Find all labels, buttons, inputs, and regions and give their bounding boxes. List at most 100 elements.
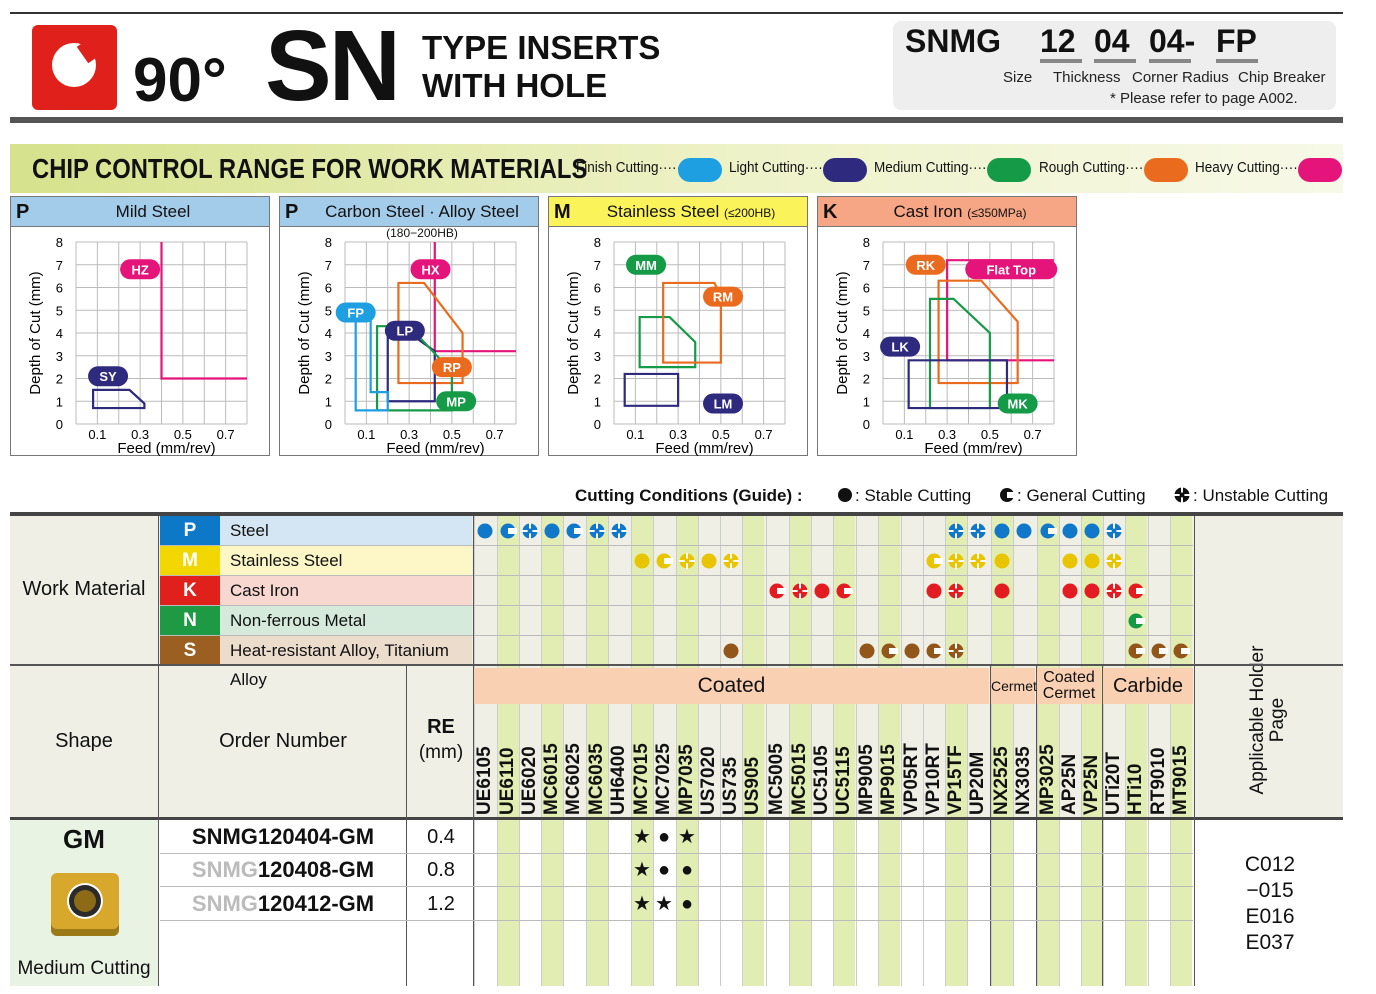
row-rule bbox=[160, 853, 1193, 854]
grade-vp15tf[interactable]: VP15TF bbox=[945, 745, 967, 815]
group-rule bbox=[990, 666, 991, 986]
col-rule bbox=[1059, 516, 1060, 986]
group-coated: Coated bbox=[474, 668, 989, 704]
grade-us7020[interactable]: US7020 bbox=[698, 746, 720, 815]
region-label: LK bbox=[891, 340, 909, 355]
region-label-badge bbox=[880, 336, 921, 357]
grade-mp3025[interactable]: MP3025 bbox=[1037, 744, 1059, 815]
general-cutting-icon bbox=[881, 643, 898, 659]
chart-title: Carbon Steel · Alloy Steel (180−200HB) bbox=[306, 202, 538, 243]
holder-page[interactable]: E016 bbox=[1245, 905, 1295, 928]
material-letter: K bbox=[823, 201, 838, 223]
region-lk bbox=[907, 359, 1009, 410]
stable-cutting-icon bbox=[926, 583, 942, 599]
chart-header: P Mild Steel bbox=[11, 197, 269, 227]
general-cutting-icon bbox=[1128, 583, 1145, 599]
availability-mark: ● bbox=[680, 859, 694, 881]
y-tick-label: 3 bbox=[594, 349, 601, 364]
grade-mc6025[interactable]: MC6025 bbox=[563, 743, 585, 815]
col-rule bbox=[742, 516, 743, 986]
order-number[interactable]: SNMG120408-GM bbox=[160, 857, 406, 883]
grade-nx2525[interactable]: NX2525 bbox=[991, 746, 1013, 815]
y-tick-label: 1 bbox=[325, 394, 332, 409]
material-name: Steel bbox=[220, 516, 472, 545]
grade-mc7025[interactable]: MC7025 bbox=[653, 743, 675, 815]
x-tick-label: 0.1 bbox=[88, 427, 106, 442]
unstable-cutting-icon bbox=[1106, 553, 1122, 569]
grade-mp7035[interactable]: MP7035 bbox=[676, 744, 698, 815]
holder-page[interactable]: −015 bbox=[1246, 879, 1294, 902]
grade-mc7015[interactable]: MC7015 bbox=[631, 743, 653, 815]
unstable-cutting-icon bbox=[589, 523, 605, 539]
general-cutting-icon bbox=[1128, 643, 1145, 659]
availability-mark: ● bbox=[657, 826, 671, 848]
grade-uc5115[interactable]: UC5115 bbox=[833, 746, 855, 815]
y-tick-label: 6 bbox=[56, 281, 63, 296]
grade-vp25n[interactable]: VP25N bbox=[1081, 755, 1103, 815]
stable-cutting-icon bbox=[994, 553, 1010, 569]
designation-box bbox=[893, 21, 1336, 110]
stable-cutting-icon bbox=[1084, 583, 1100, 599]
chart-title: Cast Iron (≤350MPa) bbox=[844, 202, 1076, 223]
x-axis-label: Feed (mm/rev) bbox=[117, 440, 215, 456]
stable-cutting-icon bbox=[1016, 523, 1032, 539]
grade-mc6015[interactable]: MC6015 bbox=[541, 743, 563, 815]
rule bbox=[10, 664, 1343, 666]
grade-uti20t[interactable]: UTi20T bbox=[1103, 752, 1125, 815]
holder-page[interactable]: C012 bbox=[1244, 853, 1296, 876]
group-name: Cermet bbox=[991, 678, 1037, 694]
y-tick-label: 7 bbox=[325, 258, 332, 273]
row-rule bbox=[160, 605, 1193, 606]
grade-ue6110[interactable]: UE6110 bbox=[497, 747, 519, 815]
group-name: Coated Cermet bbox=[1042, 669, 1096, 702]
region-lp bbox=[386, 331, 436, 403]
chart-subtitle: (≤200HB) bbox=[723, 206, 776, 220]
material-name: Cast Iron bbox=[220, 576, 472, 605]
grade-vp10rt[interactable]: VP10RT bbox=[923, 743, 945, 815]
order-prefix: SNMG bbox=[191, 824, 258, 849]
col-rule bbox=[406, 666, 407, 986]
grade-uh6400[interactable]: UH6400 bbox=[608, 745, 630, 815]
grade-mc5005[interactable]: MC5005 bbox=[766, 743, 788, 815]
col-rule bbox=[1013, 516, 1014, 986]
grade-mc6035[interactable]: MC6035 bbox=[586, 743, 608, 815]
region-label: HX bbox=[421, 262, 439, 277]
col-rule bbox=[541, 516, 542, 986]
y-tick-label: 6 bbox=[325, 281, 332, 296]
grade-ue6105[interactable]: UE6105 bbox=[474, 746, 496, 815]
legend-label: Finish Cutting····· bbox=[576, 159, 682, 176]
grade-up20m[interactable]: UP20M bbox=[967, 752, 989, 815]
grade-us735[interactable]: US735 bbox=[720, 757, 742, 815]
order-number[interactable]: SNMG120412-GM bbox=[160, 891, 406, 917]
holder-page[interactable]: E037 bbox=[1245, 931, 1295, 954]
grade-us905[interactable]: US905 bbox=[742, 757, 764, 815]
unstable-cutting-icon bbox=[948, 553, 964, 569]
grade-mt9015[interactable]: MT9015 bbox=[1170, 745, 1192, 815]
grade-rt9010[interactable]: RT9010 bbox=[1148, 747, 1170, 815]
stable-cutting-icon bbox=[723, 643, 739, 659]
grade-mc5015[interactable]: MC5015 bbox=[789, 743, 811, 815]
grade-uc5105[interactable]: UC5105 bbox=[811, 745, 833, 815]
region-lm bbox=[623, 372, 680, 407]
x-axis-label: Feed (mm/rev) bbox=[924, 440, 1022, 456]
availability-mark: ★ bbox=[678, 826, 696, 848]
column-stripe bbox=[945, 516, 967, 986]
grade-vp05rt[interactable]: VP05RT bbox=[901, 743, 923, 815]
chart-subtitle: (180−200HB) bbox=[386, 226, 458, 240]
grade-nx3035[interactable]: NX3035 bbox=[1013, 746, 1035, 815]
grade-mp9015[interactable]: MP9015 bbox=[878, 744, 900, 815]
order-number[interactable]: SNMG120404-GM bbox=[160, 824, 406, 850]
grade-hti10[interactable]: HTi10 bbox=[1125, 764, 1147, 815]
region-label: HZ bbox=[131, 262, 148, 277]
x-tick-label: 0.1 bbox=[357, 427, 375, 442]
grade-mp9005[interactable]: MP9005 bbox=[856, 744, 878, 815]
region-rk bbox=[937, 279, 1019, 385]
y-tick-label: 6 bbox=[594, 281, 601, 296]
grade-ue6020[interactable]: UE6020 bbox=[519, 746, 541, 815]
column-stripe bbox=[541, 516, 563, 986]
top-rule bbox=[10, 12, 1343, 14]
material-code-m: M bbox=[160, 546, 220, 575]
y-tick-label: 2 bbox=[863, 372, 870, 387]
y-tick-label: 0 bbox=[863, 417, 870, 432]
grade-ap25n[interactable]: AP25N bbox=[1059, 754, 1081, 815]
